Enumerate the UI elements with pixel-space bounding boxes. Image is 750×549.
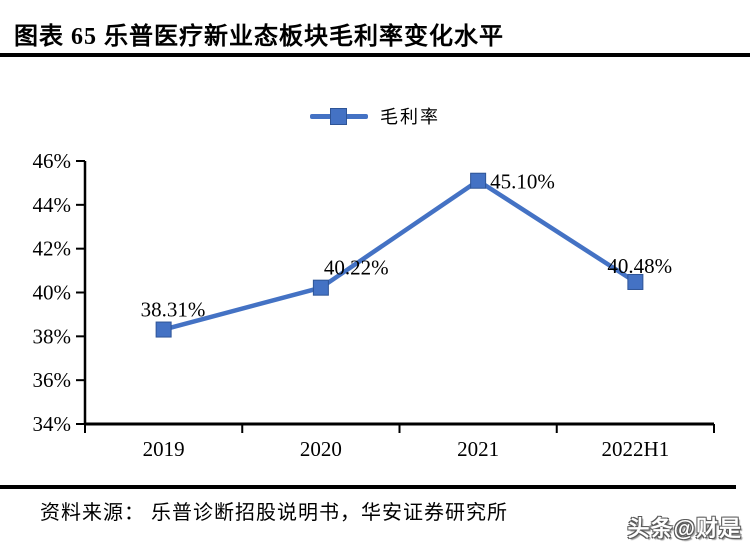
data-point-label: 45.10% <box>490 170 555 194</box>
data-point-label: 40.22% <box>324 256 389 280</box>
y-axis-tick-label: 36% <box>33 368 72 392</box>
y-axis-tick-label: 34% <box>33 412 72 436</box>
x-axis-category-label: 2021 <box>457 437 499 461</box>
data-point-label: 40.48% <box>607 254 672 278</box>
data-point-marker <box>155 321 172 338</box>
y-axis-tick-label: 44% <box>33 193 72 217</box>
x-axis-category-label: 2020 <box>300 437 342 461</box>
figure-title: 图表 65 乐普医疗新业态板块毛利率变化水平 <box>14 24 504 50</box>
data-point-label: 38.31% <box>141 298 206 322</box>
y-axis-tick-label: 38% <box>33 324 72 348</box>
y-axis-tick-label: 40% <box>33 281 72 305</box>
chart-canvas: 34% 36% 38% 40% 42% 44% 46% 2019 2020 2021 2022H1 3… <box>33 149 715 461</box>
title-divider <box>0 53 750 57</box>
data-point-marker <box>627 273 644 290</box>
x-axis-category-label: 2022H1 <box>602 437 670 461</box>
toutiao-watermark: 头条@财是 <box>627 516 742 541</box>
source-attribution: 资料来源： 乐普诊断招股说明书，华安证券研究所 <box>40 502 508 524</box>
y-axis-tick-label: 46% <box>33 149 72 173</box>
chart-legend: 毛利率 <box>0 103 750 129</box>
series-line <box>163 178 637 332</box>
legend-line-marker-icon <box>310 108 368 125</box>
data-point-marker <box>470 172 487 189</box>
x-axis-category-label: 2019 <box>143 437 185 461</box>
line-chart: 34% 36% 38% 40% 42% 44% 46% 2019 2020 2021 2022H1 3… <box>0 138 750 472</box>
footer-divider <box>0 485 736 489</box>
y-axis-tick-label: 42% <box>33 237 72 261</box>
data-point-marker <box>312 279 329 296</box>
legend-square-marker-icon <box>330 108 347 125</box>
legend-series-label: 毛利率 <box>380 107 440 127</box>
